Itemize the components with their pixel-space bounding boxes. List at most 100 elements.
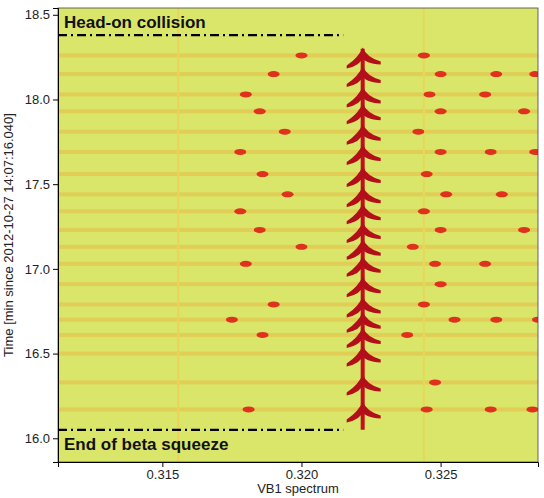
burst-sideband <box>234 149 246 155</box>
x-axis-title: VB1 spectrum <box>257 481 339 496</box>
tick-label: 17.0 <box>25 262 50 277</box>
burst-sideband <box>485 149 497 155</box>
burst-sideband <box>254 227 266 233</box>
tick: 17.0 <box>25 262 58 277</box>
tick-label: 0.325 <box>425 467 458 482</box>
burst-peak <box>347 124 381 145</box>
burst-sideband <box>268 301 280 307</box>
tick: 17.5 <box>25 177 58 192</box>
burst-sideband <box>279 129 291 135</box>
burst-streak <box>58 318 538 322</box>
burst-peak <box>347 144 381 165</box>
plot-frame <box>58 8 538 462</box>
burst-sideband <box>429 379 441 385</box>
burst-streak <box>58 333 538 337</box>
burst-streak <box>58 172 538 176</box>
burst-peak <box>347 239 381 260</box>
burst-peak <box>347 222 381 243</box>
burst-sideband <box>485 406 497 412</box>
tick: 16.0 <box>25 431 58 446</box>
tick-mark <box>53 184 58 185</box>
burst-sideband <box>407 244 419 250</box>
tick: 18.0 <box>25 92 58 107</box>
burst-peak <box>347 256 381 277</box>
burst-sideband <box>479 91 491 97</box>
burst-sideband <box>532 317 538 323</box>
tick-label: 17.5 <box>25 177 50 192</box>
burst-peak <box>347 346 381 367</box>
burst-peak <box>347 203 381 224</box>
burst-sideband <box>226 317 238 323</box>
spectral-line <box>423 8 425 462</box>
tick-mark <box>53 438 58 439</box>
burst-sideband <box>234 208 246 214</box>
tick: 0.315 <box>147 462 180 482</box>
burst-streak <box>58 92 538 96</box>
burst-peak <box>347 66 381 87</box>
tick-mark <box>53 15 58 16</box>
plot: Head-on collisionEnd of beta squeeze0.31… <box>25 7 544 482</box>
annotation: End of beta squeeze <box>64 435 228 454</box>
burst-sideband <box>440 191 452 197</box>
tick-label: 0.320 <box>286 467 319 482</box>
burst-streak <box>58 150 538 154</box>
burst-peak <box>347 296 381 317</box>
tick-label: 0.315 <box>147 467 180 482</box>
burst-peak <box>347 401 381 422</box>
spectral-line <box>177 8 179 462</box>
annotation-line <box>58 34 343 36</box>
axis-line <box>53 9 59 463</box>
annotation-line <box>58 429 343 431</box>
tick-label: 16.0 <box>25 431 50 446</box>
burst-streak <box>58 245 538 249</box>
burst-peak <box>347 86 381 107</box>
burst-sideband <box>435 108 447 114</box>
tick-mark <box>53 99 58 100</box>
chart: Head-on collisionEnd of beta squeeze0.31… <box>0 0 544 498</box>
burst-streak <box>58 72 538 76</box>
burst-sideband <box>412 129 424 135</box>
burst-sideband <box>496 191 508 197</box>
x-axis: 0.315 0.320 0.325 <box>59 462 539 482</box>
marks <box>58 8 538 462</box>
burst-streak <box>58 302 538 306</box>
tick-label: 18.0 <box>25 92 50 107</box>
burst-sideband <box>418 208 430 214</box>
burst-peak <box>347 186 381 207</box>
burst-sideband <box>282 191 294 197</box>
burst-peak <box>347 166 381 187</box>
burst-peak <box>347 47 381 68</box>
burst-sideband <box>435 149 447 155</box>
burst-sideband <box>254 108 266 114</box>
burst-sideband <box>449 317 461 323</box>
y-axis-title: Time [min since 2012-10-27 14:07:16.040] <box>1 113 16 357</box>
burst-sideband <box>435 71 447 77</box>
burst-streak <box>58 352 538 356</box>
burst-sideband <box>526 406 538 412</box>
burst-sideband <box>295 52 307 58</box>
burst-sideband <box>518 108 530 114</box>
tick-label: 16.5 <box>25 346 50 361</box>
burst-streak <box>58 130 538 134</box>
burst-streak <box>58 53 538 57</box>
burst-sideband <box>421 406 433 412</box>
burst-streak <box>58 407 538 411</box>
burst-streak <box>58 228 538 232</box>
tick: 0.325 <box>425 462 458 482</box>
burst-sideband <box>435 227 447 233</box>
tick: 16.5 <box>25 346 58 361</box>
burst-sideband <box>490 317 502 323</box>
plot-background <box>58 8 538 462</box>
burst-sideband <box>479 261 491 267</box>
burst-sideband <box>295 244 307 250</box>
burst-peak <box>347 103 381 124</box>
burst-sideband <box>529 149 538 155</box>
burst-sideband <box>421 171 433 177</box>
burst-sideband <box>257 332 269 338</box>
burst-peak <box>347 276 381 297</box>
tick-mark <box>53 354 58 355</box>
tick-mark <box>53 269 58 270</box>
y-axis: 16.016.517.017.518.018.5 <box>25 7 59 462</box>
burst-streak <box>58 209 538 213</box>
burst-sideband <box>435 281 447 287</box>
